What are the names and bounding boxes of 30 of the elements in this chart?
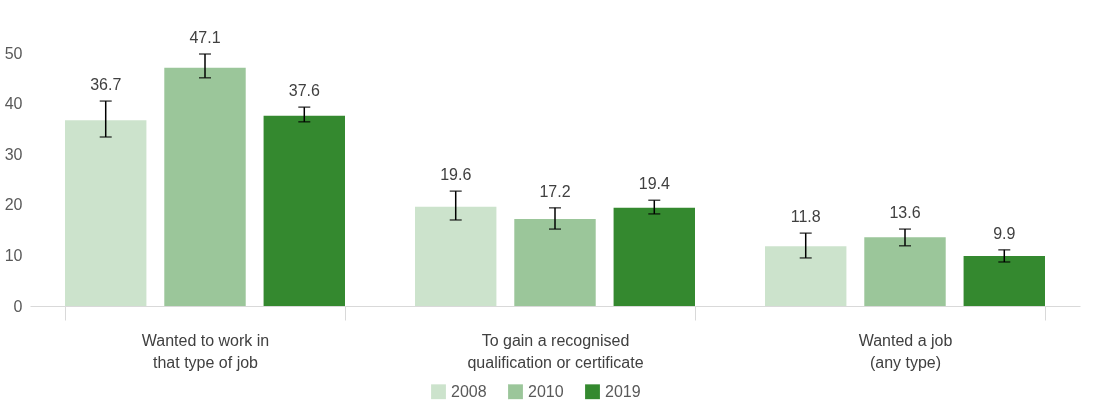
bar [263, 115, 345, 306]
data-label: 19.4 [638, 175, 670, 193]
data-label: 9.9 [993, 224, 1016, 242]
x-tick-label: Wanted a job (any type) [858, 331, 953, 371]
data-label: 11.8 [790, 208, 821, 226]
y-tick-label: 10 [4, 246, 23, 264]
data-label: 47.1 [189, 29, 221, 47]
x-tick-label: Wanted to work in that type of job [141, 331, 270, 371]
bar [963, 255, 1045, 306]
bar [164, 67, 246, 306]
y-tick-label: 20 [4, 196, 23, 214]
y-tick-label: 0 [13, 297, 23, 315]
bar [65, 120, 147, 306]
bar [864, 237, 946, 306]
bar [514, 218, 596, 306]
y-tick-label: 30 [4, 145, 23, 163]
data-label: 37.6 [288, 82, 320, 100]
legend-label: 2019 [605, 382, 641, 400]
x-tick-label: To gain a recognised qualification or certificate [467, 331, 644, 371]
data-label: 17.2 [539, 182, 571, 200]
y-tick-label: 40 [4, 95, 23, 113]
legend-label: 2008 [451, 382, 487, 400]
data-label: 13.6 [889, 204, 921, 222]
data-label: 36.7 [90, 76, 122, 94]
bar [613, 207, 695, 306]
legend-label: 2010 [528, 382, 564, 400]
bar [415, 206, 497, 306]
bar [765, 246, 847, 306]
data-label: 19.6 [440, 166, 472, 184]
y-tick-label: 50 [4, 44, 23, 62]
